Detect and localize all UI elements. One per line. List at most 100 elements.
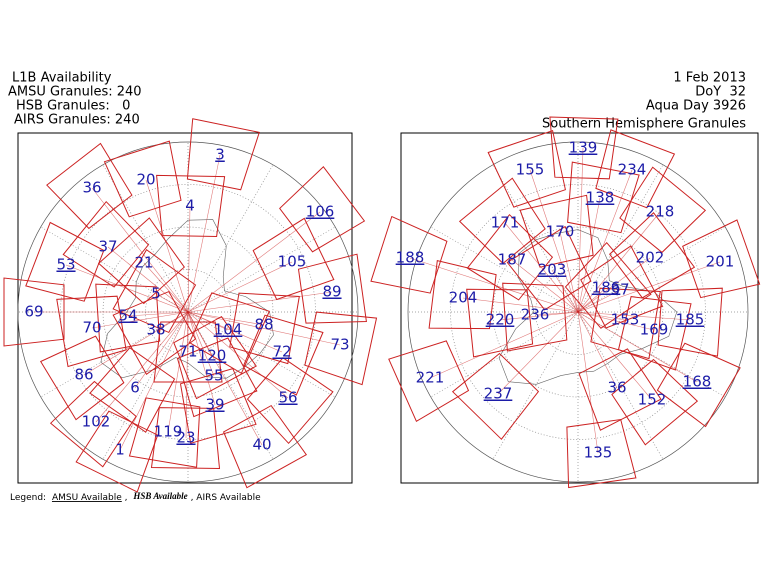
granule-label: 72 (272, 343, 291, 361)
granule-spoke (187, 311, 341, 346)
granule-outline (617, 296, 692, 371)
header-left-line: L1B Availability (12, 71, 112, 86)
granule-spoke (187, 311, 216, 406)
granule-spoke (143, 262, 189, 313)
granule-label: 237 (484, 385, 513, 403)
meridian (40, 226, 189, 313)
granule-spoke (119, 311, 189, 451)
granule-outline (428, 259, 497, 330)
granule-outline (656, 342, 741, 428)
granule-label: 54 (118, 307, 137, 325)
granule-label: 71 (178, 343, 197, 361)
granule-spoke (187, 261, 293, 313)
granule-label: 39 (205, 396, 224, 414)
granule-outline (566, 418, 637, 489)
granule-outline (611, 358, 699, 446)
latitude-circle (60, 184, 316, 440)
granule-outline (519, 194, 594, 268)
latitude-circle (450, 184, 706, 440)
legend-amsu: AMSU Available (52, 493, 122, 503)
granule-spoke (577, 311, 653, 401)
granule-spoke (91, 311, 189, 329)
granule-outline (370, 215, 448, 294)
granule-label: 221 (416, 369, 445, 387)
granule-outline (388, 340, 470, 423)
granule-outline (682, 219, 761, 299)
granule-spoke (577, 311, 599, 454)
granule-label: 23 (176, 429, 195, 447)
granule-label: 55 (204, 367, 223, 385)
granule-label: 170 (546, 223, 575, 241)
granule-outline (458, 177, 546, 265)
granule-label: 187 (498, 251, 527, 269)
granule-spoke (497, 311, 579, 395)
granule-outline (89, 347, 176, 433)
granule-outline (179, 367, 257, 444)
granule-label: 69 (24, 303, 43, 321)
header-left-line: AMSU Granules: 240 (8, 85, 142, 100)
granule-spoke (127, 311, 189, 317)
granule-label: 38 (146, 321, 165, 339)
legend-title: Legend: (10, 493, 46, 503)
granule-outline (75, 410, 159, 493)
granule-spoke (187, 311, 215, 377)
granule-outline (595, 129, 676, 209)
granule-label: 88 (254, 316, 273, 334)
granule-outline (39, 335, 125, 421)
granule-label: 4 (185, 197, 195, 215)
granule-outline (176, 337, 258, 418)
header-right-line: 1 Feb 2013 (673, 71, 746, 86)
meridian (492, 311, 579, 460)
granule-label: 105 (278, 253, 307, 271)
granule-outline (567, 161, 640, 234)
granule-outline (297, 253, 367, 324)
meridian (430, 226, 579, 313)
granule-outline (3, 277, 65, 347)
granule-outline (186, 118, 260, 191)
meridian (187, 226, 336, 313)
granule-label: 186 (592, 279, 621, 297)
granule-outline (580, 245, 664, 329)
meridian (492, 164, 579, 313)
meridian (187, 311, 274, 460)
granule-outline (304, 311, 378, 386)
granule-outline (229, 292, 300, 365)
granule-spoke (577, 257, 651, 313)
granule-spoke (577, 147, 584, 313)
granule-outline (103, 140, 182, 218)
granule-outline (549, 116, 619, 180)
granule-label: 168 (683, 373, 712, 391)
granule-spoke (95, 311, 189, 423)
granule-label: 36 (607, 379, 626, 397)
granule-label: 201 (706, 253, 735, 271)
subtitle: Southern Hemisphere Granules (542, 117, 746, 132)
legend-airs: , AIRS Available (191, 493, 262, 503)
granule-outline (466, 288, 534, 358)
coastline (498, 229, 678, 385)
meridian (577, 311, 664, 460)
granule-spoke (577, 311, 691, 321)
granule-label: 169 (640, 321, 669, 339)
granule-outline (112, 290, 197, 376)
granule-outline (46, 142, 133, 230)
granule-spoke (577, 289, 621, 313)
granule-outline (590, 287, 661, 360)
granule-spoke (134, 311, 189, 389)
granule-outline (97, 217, 185, 305)
granule-outline (506, 225, 592, 311)
header-left-line: HSB Granules: 0 (16, 99, 130, 114)
granule-spoke (577, 169, 633, 313)
meridian (187, 164, 274, 313)
polar-map: 3 20 36 106 4 37 53 21 105 89 5 69 54 70 38 104 88 73 72 86… (3, 118, 378, 493)
granule-label: 20 (136, 171, 155, 189)
granule-outline (156, 174, 226, 238)
meridian (577, 164, 664, 313)
granule-spoke (187, 311, 265, 326)
granule-label: 119 (154, 423, 183, 441)
granule-outline (25, 221, 105, 302)
granule-spoke (577, 197, 601, 313)
granule-outline (451, 352, 540, 440)
granule-label: 36 (82, 179, 101, 197)
granule-outline (243, 314, 324, 396)
